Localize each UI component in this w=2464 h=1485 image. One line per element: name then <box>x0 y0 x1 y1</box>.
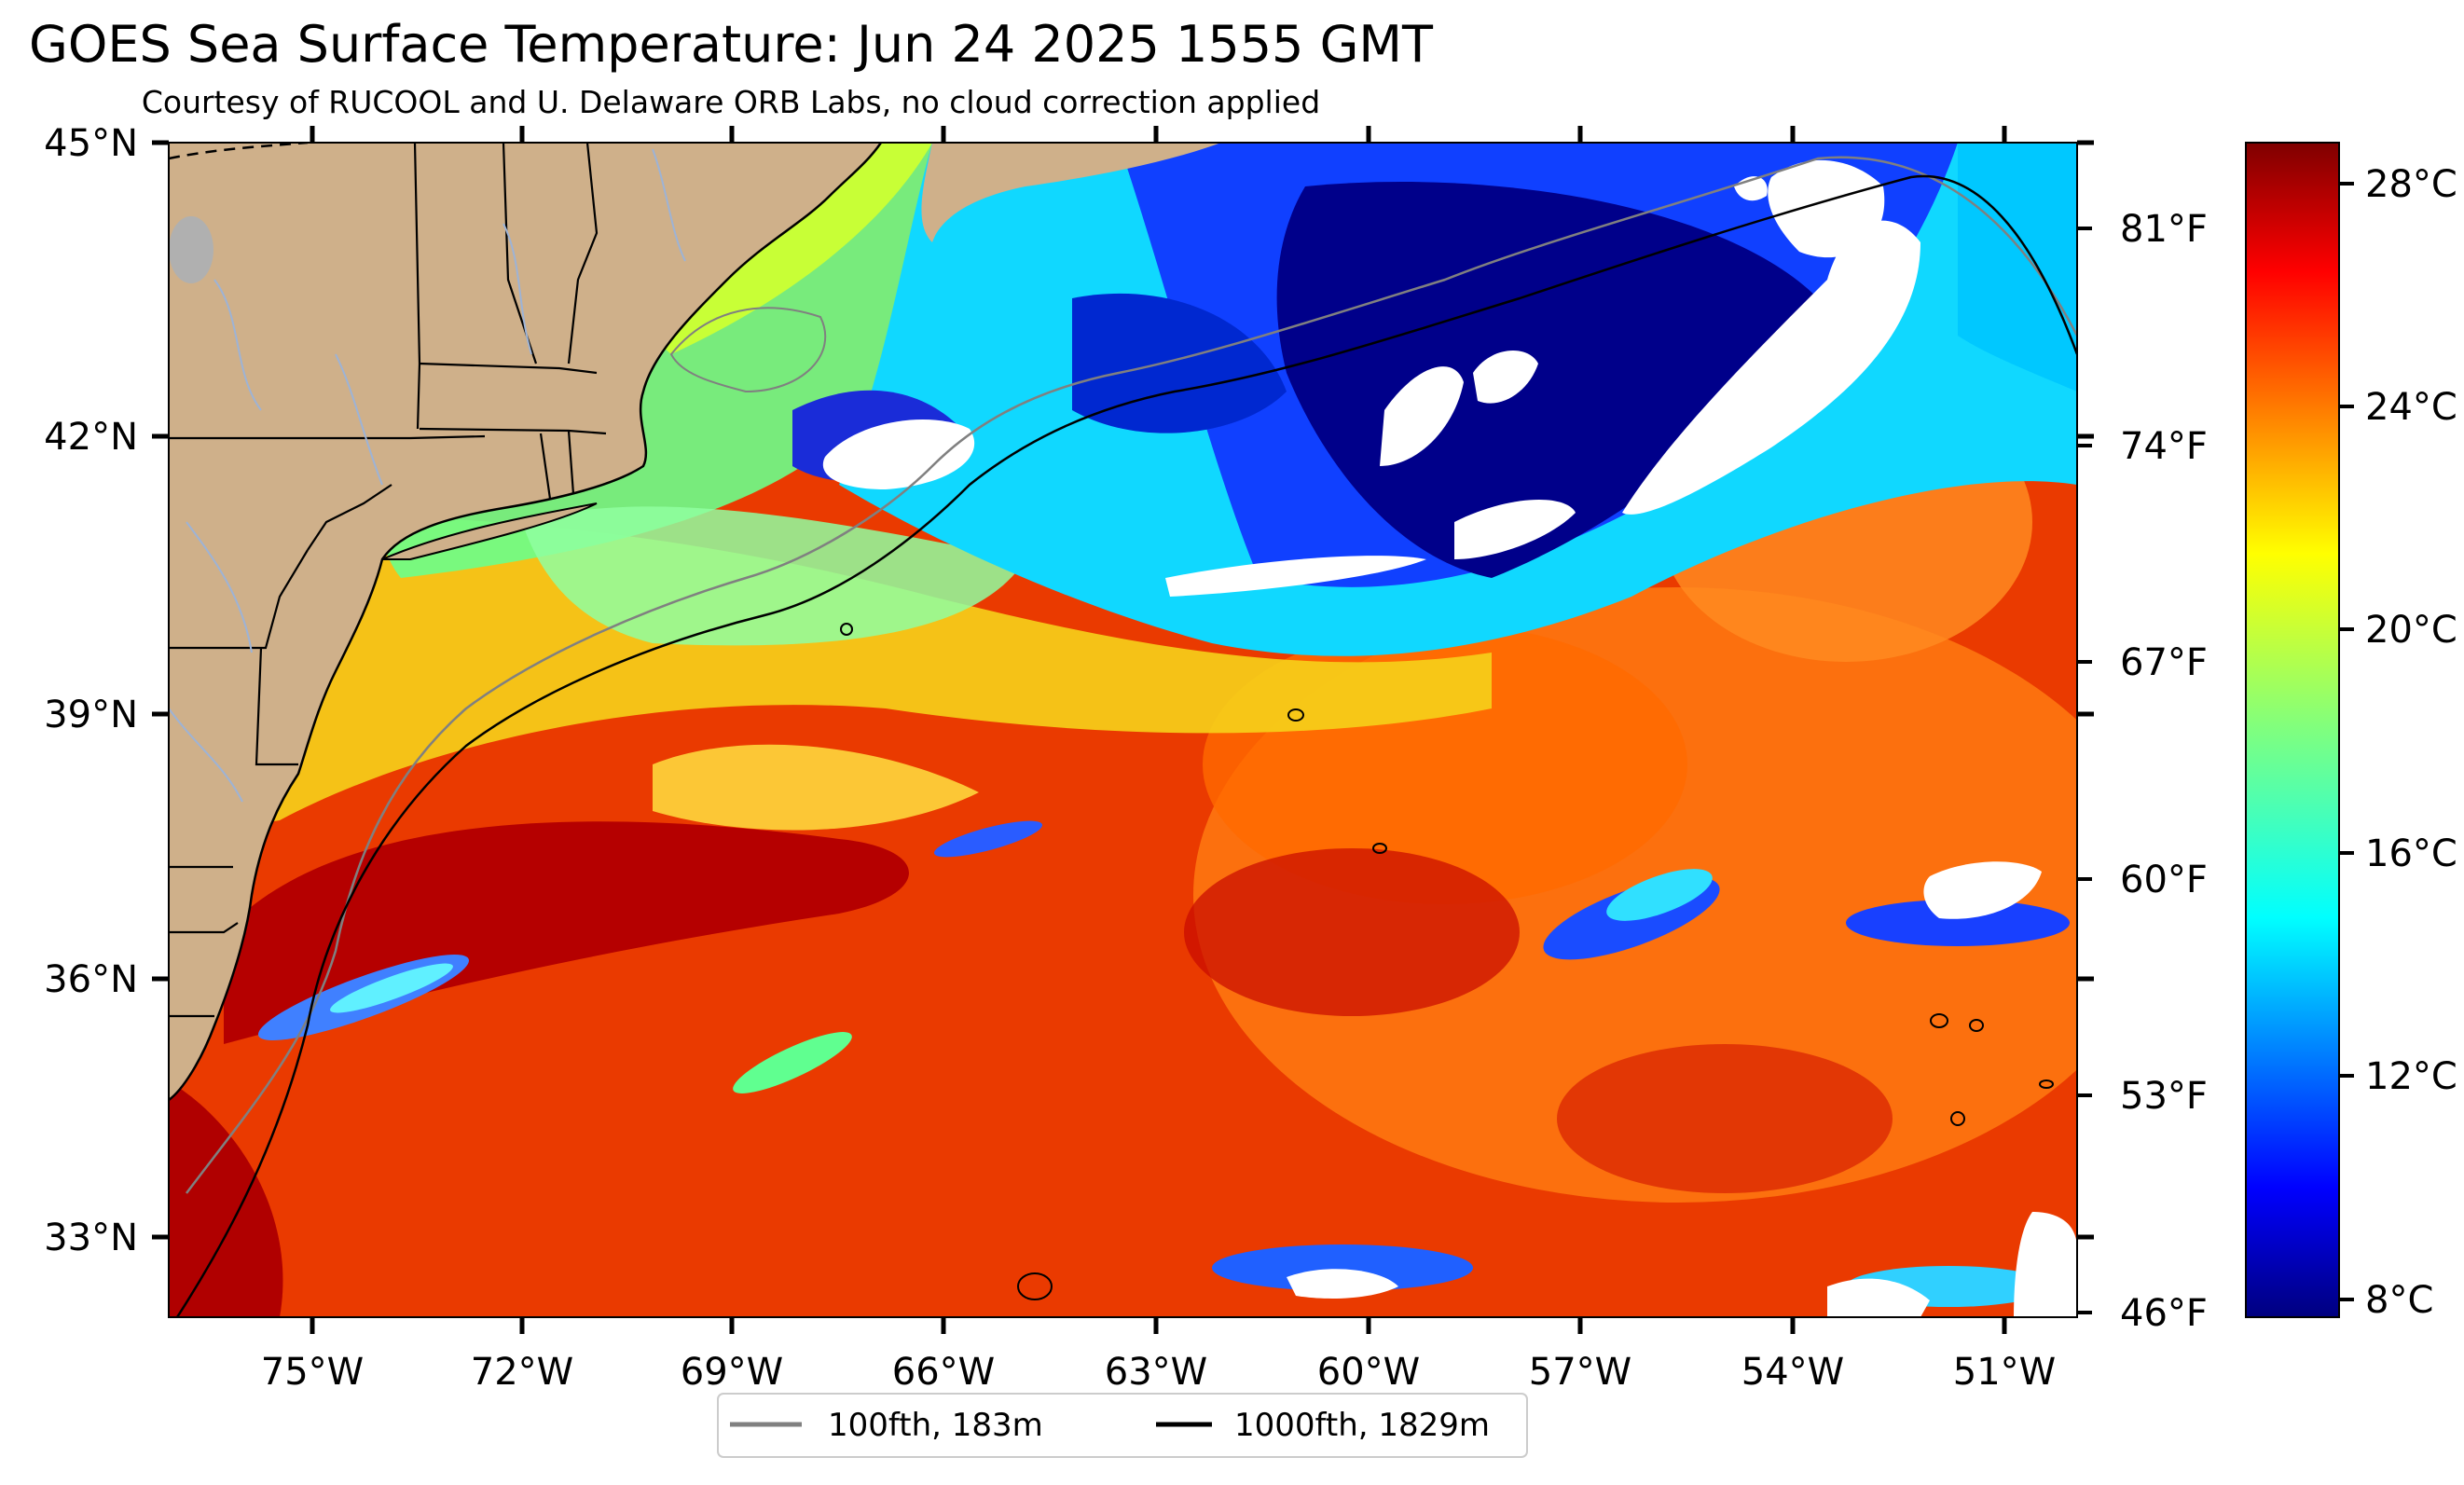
colorbar-label: 16°C <box>2365 832 2457 875</box>
longitude-axis <box>310 126 2007 1334</box>
lon-label: 57°W <box>1529 1351 1631 1394</box>
fahrenheit-label: 53°F <box>2120 1075 2208 1118</box>
lake <box>169 216 213 283</box>
cool-patch-se <box>1606 869 1713 921</box>
state-borders <box>169 143 607 1018</box>
frontal-yellow-band <box>169 515 1492 839</box>
lat-label: 42°N <box>44 416 138 459</box>
warm-patch-south <box>1557 1044 1893 1193</box>
map-frame <box>168 142 2078 1318</box>
legend-label-1000fth: 1000fth, 1829m <box>1234 1407 1490 1444</box>
coastline <box>169 143 883 1102</box>
lat-label: 36°N <box>44 958 138 1001</box>
map-subtitle: Courtesy of RUCOOL and U. Delaware ORB L… <box>141 84 1321 120</box>
lat-label: 39°N <box>44 694 138 736</box>
cloud-patch <box>1473 351 1538 404</box>
fahrenheit-label: 60°F <box>2120 859 2208 901</box>
latitude-axis-right <box>2077 140 2094 1240</box>
legend-label-100fth: 100fth, 183m <box>828 1407 1043 1444</box>
fahrenheit-label: 67°F <box>2120 641 2208 684</box>
fahrenheit-label: 81°F <box>2120 208 2208 251</box>
green-streak <box>733 1032 852 1093</box>
contour-100fth-bank <box>669 307 827 393</box>
legend-box <box>717 1393 1528 1458</box>
cloud-patch <box>1622 220 1920 515</box>
lat-label: 33°N <box>44 1217 138 1259</box>
contour-1000fth <box>175 174 2077 1317</box>
cloud-patch <box>1287 1269 1398 1299</box>
cloud-patch <box>1768 159 1885 258</box>
cloud-patch <box>1380 366 1464 466</box>
map-title: GOES Sea Surface Temperature: Jun 24 202… <box>29 15 1433 74</box>
cold-streak-mid <box>933 820 1043 858</box>
latitude-labels: 45°N 42°N 39°N 36°N 33°N <box>44 122 138 1259</box>
cloud-patch <box>1827 1278 1930 1317</box>
cold-cyan-east <box>1958 143 2077 392</box>
lon-label: 75°W <box>261 1351 364 1394</box>
cold-blue-patch <box>1072 293 1287 433</box>
fahrenheit-label: 74°F <box>2120 425 2208 468</box>
fahrenheit-axis <box>2077 227 2092 1314</box>
cold-darkblue-water <box>1276 182 1818 578</box>
latitude-axis <box>152 140 169 1240</box>
cyan-streak-sw <box>330 963 453 1013</box>
lon-label: 66°W <box>892 1351 995 1394</box>
cloud-patch <box>1165 556 1426 597</box>
rivers <box>169 148 686 803</box>
sst-map <box>169 143 2077 1317</box>
colorbar-labels: 28°C 24°C 20°C 16°C 12°C 8°C <box>2365 163 2457 1322</box>
cloud-patch <box>822 419 975 489</box>
colorbar-label: 24°C <box>2365 386 2457 429</box>
fahrenheit-labels: 81°F 74°F 67°F 60°F 53°F 46°F <box>2120 208 2208 1335</box>
cloud-patch <box>1923 861 2042 919</box>
longitude-labels: 75°W 72°W 69°W 66°W 63°W 60°W 57°W 54°W … <box>261 1351 2056 1394</box>
colorbar-ticks <box>2339 182 2354 1301</box>
colorbar-label: 8°C <box>2365 1279 2433 1322</box>
cold-patch-east <box>1846 900 2070 946</box>
lon-label: 72°W <box>471 1351 573 1394</box>
yellow-filament <box>653 744 979 831</box>
contour-100fth <box>186 156 2077 1194</box>
lon-label: 51°W <box>1953 1351 2056 1394</box>
lon-label: 63°W <box>1105 1351 1207 1394</box>
lon-label: 69°W <box>681 1351 783 1394</box>
contour-1000fth-seamounts <box>840 623 2054 1300</box>
colorbar-label: 20°C <box>2365 609 2457 652</box>
cold-patch-south <box>1212 1244 1473 1291</box>
land-nova-scotia <box>921 143 1221 242</box>
lon-label: 60°W <box>1317 1351 1420 1394</box>
colorbar-label: 28°C <box>2365 163 2457 206</box>
cloud-patch <box>1454 500 1576 559</box>
colorbar <box>2245 142 2340 1318</box>
long-island <box>381 502 598 560</box>
warm-coastal-core <box>169 1081 283 1317</box>
lat-label: 45°N <box>44 122 138 165</box>
legend: 100fth, 183m 1000fth, 1829m <box>717 1393 1528 1458</box>
colorbar-label: 12°C <box>2365 1055 2457 1098</box>
cloud-patch <box>2014 1212 2077 1317</box>
fahrenheit-label: 46°F <box>2120 1292 2208 1335</box>
lon-label: 54°W <box>1741 1351 1844 1394</box>
warm-eddy <box>1184 848 1520 1016</box>
